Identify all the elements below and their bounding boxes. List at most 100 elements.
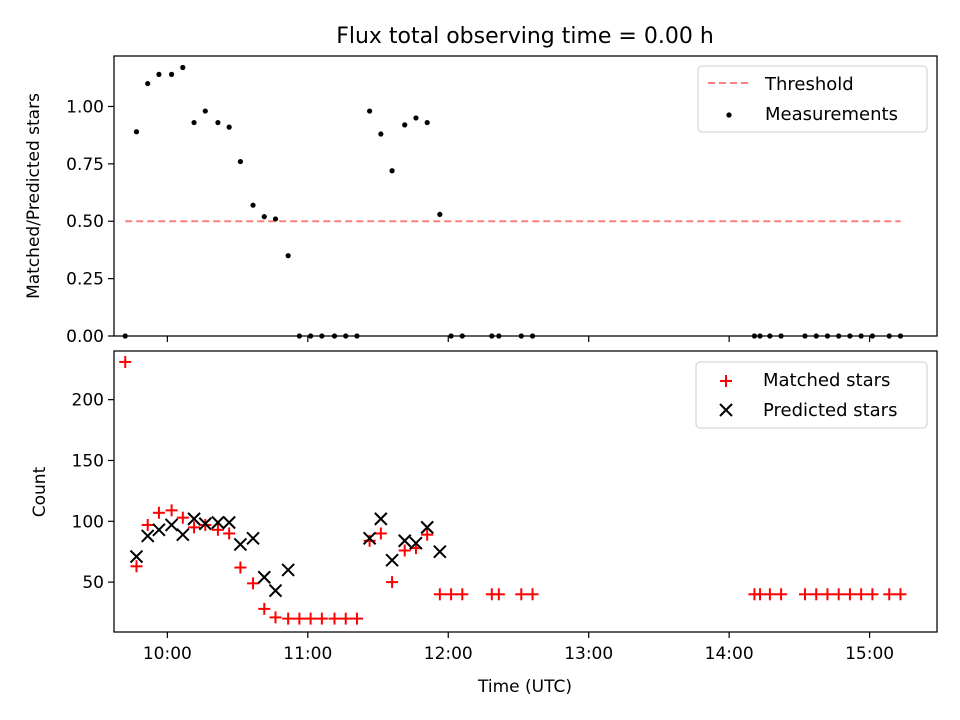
matched-star-point bbox=[176, 511, 189, 524]
bottom-y-ticks: 50 100 150 200 bbox=[72, 391, 114, 593]
measurement-point bbox=[226, 124, 232, 130]
measurement-point bbox=[261, 214, 267, 220]
predicted-legend-swatch bbox=[719, 403, 733, 417]
matched-star-point bbox=[293, 612, 306, 625]
bottom-y-tick-label: 200 bbox=[72, 391, 104, 411]
matched-star-point bbox=[775, 588, 788, 601]
matched-star-point bbox=[211, 523, 224, 536]
measurement-point bbox=[180, 64, 186, 71]
x-tick-label: 14:00 bbox=[705, 644, 754, 664]
measurement-point bbox=[378, 131, 384, 137]
predicted-star-point bbox=[164, 518, 179, 532]
predicted-star-point bbox=[152, 523, 166, 537]
predicted-star-point bbox=[281, 563, 295, 577]
matched-star-point bbox=[188, 521, 201, 534]
matched-star-point bbox=[843, 588, 856, 601]
matched-star-point bbox=[421, 528, 434, 541]
measurement-point bbox=[250, 202, 256, 208]
x-tick-label: 13:00 bbox=[564, 644, 613, 664]
top-legend: Threshold Measurements bbox=[697, 65, 928, 133]
matched-star-point bbox=[350, 612, 363, 625]
matched-star-point bbox=[282, 612, 295, 625]
matched-star-point bbox=[363, 534, 376, 547]
matched-star-point bbox=[398, 544, 411, 557]
matched-star-point bbox=[526, 588, 539, 601]
bottom-x-ticks: 10:00 11:00 12:00 13:00 14:00 15:00 bbox=[143, 632, 894, 664]
predicted-star-point bbox=[420, 520, 434, 535]
predicted-star-point bbox=[140, 529, 155, 543]
matched-star-point bbox=[810, 588, 823, 601]
predicted-star-point bbox=[129, 549, 144, 564]
measurement-point bbox=[191, 119, 197, 126]
predicted-star-point bbox=[233, 537, 248, 552]
top-legend-box bbox=[697, 65, 928, 133]
top-axes-frame bbox=[113, 55, 938, 337]
top-y-tick-label: 1.00 bbox=[66, 97, 104, 117]
measurement-point bbox=[272, 216, 279, 222]
matched-star-point bbox=[141, 518, 154, 531]
bottom-axes-frame bbox=[113, 350, 938, 633]
top-y-tick-label: 0.50 bbox=[66, 212, 104, 232]
matched-star-point bbox=[832, 588, 845, 601]
matched-star-point bbox=[894, 588, 907, 601]
matched-star-point bbox=[374, 527, 387, 540]
matched-star-point bbox=[152, 506, 165, 519]
measurements-legend-label: Measurements bbox=[765, 104, 898, 125]
bottom-markers-layer bbox=[119, 355, 907, 625]
x-tick-label: 15:00 bbox=[845, 644, 894, 664]
measurement-point bbox=[237, 158, 243, 165]
predicted-star-point bbox=[246, 531, 260, 546]
predicted-star-point bbox=[257, 570, 271, 584]
matched-star-point bbox=[763, 588, 776, 601]
bottom-y-tick-label: 150 bbox=[72, 451, 104, 471]
threshold-legend-label: Threshold bbox=[764, 74, 854, 95]
matched-star-point bbox=[445, 588, 458, 601]
x-tick-label: 12:00 bbox=[424, 644, 473, 664]
measurement-point bbox=[215, 119, 221, 126]
predicted-star-point bbox=[187, 512, 201, 526]
predicted-star-point bbox=[268, 583, 283, 598]
matched-star-point bbox=[339, 612, 352, 625]
bottom-y-axis-label: Count bbox=[30, 466, 50, 517]
top-y-tick-label: 0.00 bbox=[66, 327, 104, 347]
top-panel: Flux total observing time = 0.00 h 0.00 0… bbox=[24, 24, 938, 347]
measurement-point bbox=[285, 253, 291, 259]
matched-star-point bbox=[304, 612, 317, 625]
predicted-star-point bbox=[211, 515, 225, 530]
matched-star-point bbox=[386, 576, 399, 589]
x-tick-label: 11:00 bbox=[283, 644, 332, 664]
top-x-ticks bbox=[166, 336, 871, 342]
matched-star-point bbox=[866, 588, 879, 601]
measurement-point bbox=[402, 122, 408, 128]
matched-star-point bbox=[855, 588, 868, 601]
top-y-tick-label: 0.75 bbox=[66, 155, 104, 175]
measurement-point bbox=[424, 119, 430, 126]
measurements-legend-swatch bbox=[726, 112, 732, 118]
predicted-star-point bbox=[385, 553, 399, 567]
bottom-y-tick-label: 50 bbox=[82, 573, 104, 593]
matched-star-point bbox=[433, 588, 446, 601]
matched-star-point bbox=[258, 602, 271, 615]
predicted-star-point bbox=[374, 512, 388, 526]
chart-title: Flux total observing time = 0.00 h bbox=[336, 24, 714, 49]
measurements-layer bbox=[122, 64, 904, 339]
matched-legend-swatch bbox=[720, 375, 732, 387]
measurement-point bbox=[367, 108, 373, 114]
top-y-ticks: 0.00 0.25 0.50 0.75 1.00 bbox=[66, 97, 114, 347]
measurement-point bbox=[389, 168, 395, 174]
predicted-star-point bbox=[176, 527, 190, 542]
matched-star-point bbox=[798, 588, 811, 601]
measurement-point bbox=[145, 80, 151, 87]
predicted-star-point bbox=[433, 545, 447, 559]
bottom-legend: Matched stars Predicted stars bbox=[695, 361, 928, 429]
measurement-point bbox=[133, 129, 140, 135]
measurement-point bbox=[413, 115, 419, 121]
matched-star-point bbox=[821, 588, 834, 601]
measurement-point bbox=[156, 71, 162, 77]
matched-star-point bbox=[492, 588, 505, 601]
x-axis-label: Time (UTC) bbox=[477, 677, 572, 697]
bottom-y-tick-label: 100 bbox=[72, 512, 104, 532]
predicted-legend-label: Predicted stars bbox=[763, 400, 897, 421]
matched-star-point bbox=[247, 577, 260, 590]
bottom-panel: 50 100 150 200 10:00 11:00 12:00 13:00 14:00 15:… bbox=[30, 350, 938, 697]
